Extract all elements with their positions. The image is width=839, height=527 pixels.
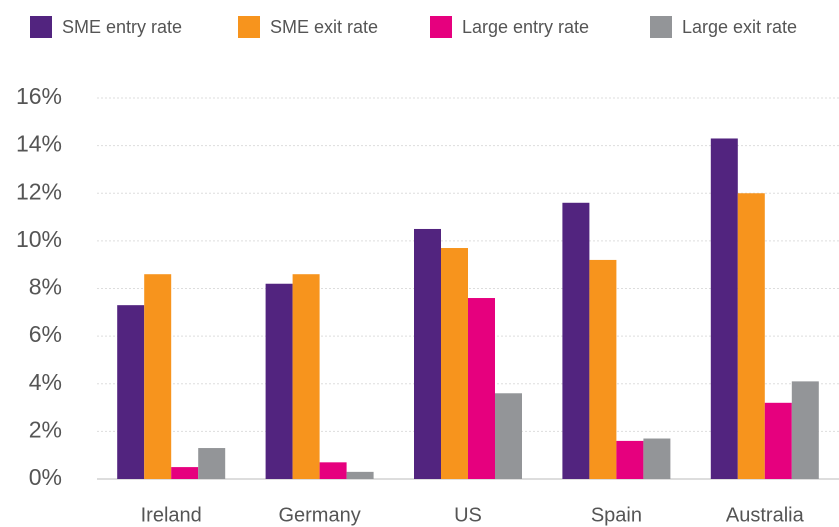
bar (441, 248, 468, 479)
legend-label: Large exit rate (682, 17, 797, 37)
x-tick-label: Ireland (141, 504, 202, 526)
legend-swatch (650, 16, 672, 38)
legend-label: SME entry rate (62, 17, 182, 37)
bar (791, 381, 819, 479)
x-tick-label: Spain (591, 504, 642, 526)
bar (495, 393, 522, 479)
y-tick-label: 14% (16, 131, 62, 157)
legend-label: SME exit rate (270, 17, 378, 37)
bar (414, 228, 441, 479)
x-tick-label: Australia (726, 504, 805, 526)
bar (589, 259, 617, 479)
y-tick-label: 12% (16, 178, 62, 204)
bar (117, 305, 145, 479)
y-tick-label: 4% (29, 369, 62, 395)
legend-label: Large entry rate (462, 17, 589, 37)
bar (562, 202, 590, 479)
x-tick-label: US (454, 504, 482, 526)
bar (710, 138, 738, 479)
bar (737, 193, 765, 479)
legend-swatch (238, 16, 260, 38)
y-tick-label: 6% (29, 321, 62, 347)
y-tick-label: 16% (16, 83, 62, 109)
y-tick-label: 8% (29, 274, 62, 300)
bar (265, 283, 293, 479)
bar (171, 467, 199, 479)
legend-swatch (430, 16, 452, 38)
y-tick-label: 10% (16, 226, 62, 252)
legend-swatch (30, 16, 52, 38)
y-tick-label: 2% (29, 416, 62, 442)
bar (144, 274, 172, 479)
bar (764, 402, 792, 479)
bar (616, 440, 644, 479)
bar (319, 462, 347, 479)
x-tick-label: Germany (278, 504, 360, 526)
bar (643, 438, 671, 479)
bar (292, 274, 320, 479)
bar (198, 448, 226, 479)
y-tick-label: 0% (29, 464, 62, 490)
bar (468, 298, 495, 479)
bar (346, 471, 374, 479)
